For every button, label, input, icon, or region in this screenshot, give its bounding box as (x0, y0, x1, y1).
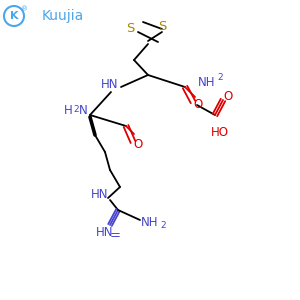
Text: 2: 2 (217, 74, 223, 82)
Text: O: O (134, 139, 142, 152)
Text: NH: NH (198, 76, 216, 88)
Text: ®: ® (21, 6, 28, 12)
Text: HN: HN (101, 77, 119, 91)
Text: S: S (126, 22, 134, 35)
Text: HN: HN (96, 226, 114, 238)
Text: HO: HO (211, 127, 229, 140)
Text: Kuujia: Kuujia (42, 9, 84, 23)
Text: H: H (64, 103, 72, 116)
Text: 2: 2 (73, 106, 79, 115)
Text: =: = (110, 230, 121, 242)
Text: O: O (224, 91, 232, 103)
Text: HN: HN (91, 188, 109, 202)
Text: S: S (158, 20, 166, 34)
Text: O: O (194, 98, 202, 112)
Text: NH: NH (141, 217, 159, 230)
Text: 2: 2 (160, 221, 166, 230)
Text: K: K (10, 11, 18, 21)
Text: N: N (79, 103, 87, 116)
